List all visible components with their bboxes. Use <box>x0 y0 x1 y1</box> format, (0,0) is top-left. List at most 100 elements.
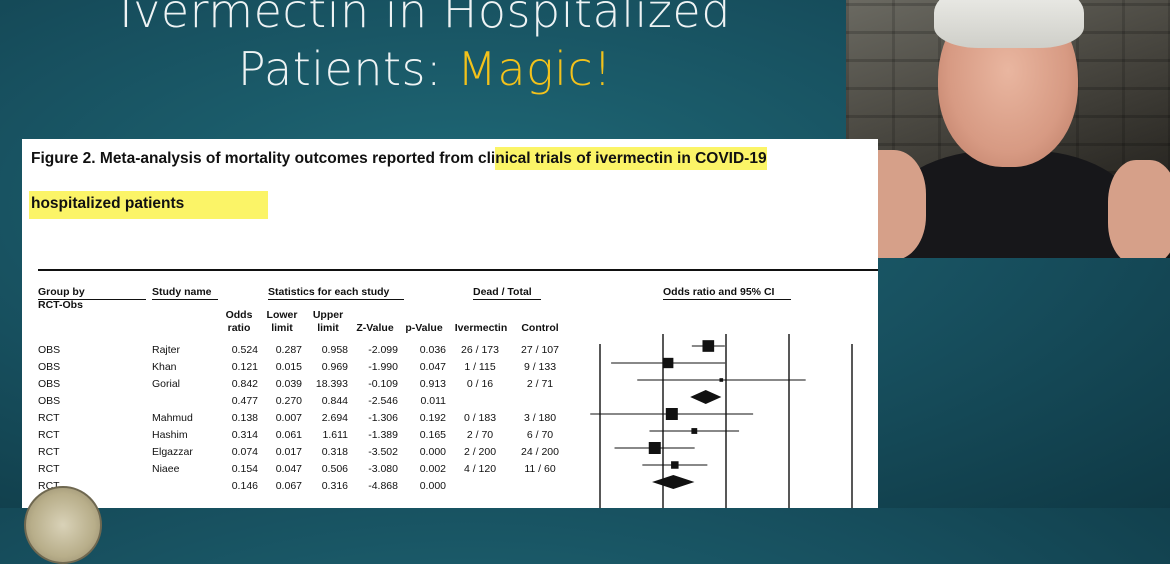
cell-lower: 0.039 <box>275 378 302 390</box>
cell-group: RCT <box>38 429 60 441</box>
figure-document: Figure 2. Meta-analysis of mortality out… <box>22 139 878 508</box>
col-upper-l2: limit <box>317 322 339 334</box>
cell-study: Mahmud <box>152 412 193 424</box>
cell-z: -2.546 <box>368 395 398 407</box>
table-row: RCT Elgazzar 0.074 0.017 0.318 -3.502 0.000 2 /… <box>22 446 622 463</box>
cell-ctl: 9 / 133 <box>523 361 557 373</box>
header-odds-ratio-ci: Odds ratio and 95% CI <box>663 286 791 300</box>
cell-ivm: 2 / 70 <box>466 429 494 441</box>
summary-diamond <box>652 475 695 489</box>
slide-title: Ivermectin in Hospitalized Patients: Mag… <box>0 0 850 98</box>
cell-upper: 2.694 <box>321 412 348 424</box>
table-row: OBS Rajter 0.524 0.287 0.958 -2.099 0.036 26 / … <box>22 344 622 361</box>
col-p-value: p-Value <box>405 322 443 334</box>
cell-upper: 0.318 <box>321 446 348 458</box>
cell-z: -0.109 <box>368 378 398 390</box>
forest-plot <box>590 334 853 508</box>
cell-upper: 0.958 <box>321 344 348 356</box>
cell-ivm: 1 / 115 <box>464 361 496 373</box>
header-study-name: Study name <box>152 286 218 300</box>
cell-z: -1.990 <box>368 361 398 373</box>
cell-ivm: 4 / 120 <box>463 463 497 475</box>
summary-diamond <box>690 390 722 404</box>
cell-ivm: 2 / 200 <box>463 446 497 458</box>
cell-lower: 0.287 <box>275 344 302 356</box>
figure-caption: Figure 2. Meta-analysis of mortality out… <box>31 147 767 170</box>
cell-upper: 0.506 <box>321 463 348 475</box>
study-point <box>663 357 674 369</box>
header-dead-total: Dead / Total <box>473 286 541 300</box>
cell-z: -1.306 <box>368 412 398 424</box>
cell-lower: 0.061 <box>275 429 302 441</box>
cell-p: 0.000 <box>419 480 446 492</box>
slide-title-line1: Ivermectin in Hospitalized <box>119 0 731 38</box>
cell-ivm: 26 / 173 <box>461 344 499 356</box>
cell-p: 0.000 <box>419 446 446 458</box>
col-z-value: Z-Value <box>356 322 394 334</box>
cell-or: 0.138 <box>231 412 258 424</box>
cell-p: 0.913 <box>419 378 446 390</box>
university-seal-logo <box>24 486 102 564</box>
col-ivermectin: Ivermectin <box>454 322 508 334</box>
cell-upper: 0.969 <box>321 361 348 373</box>
col-lower-l1: Lower <box>266 309 298 321</box>
col-odds-ratio-l1: Odds <box>225 309 253 321</box>
cell-study: Rajter <box>152 344 181 356</box>
cell-z: -3.080 <box>368 463 398 475</box>
cell-ivm: 0 / 183 <box>463 412 497 424</box>
table-row: OBS Gorial 0.842 0.039 18.393 -0.109 0.913 0 / … <box>22 378 622 395</box>
cell-upper: 1.611 <box>322 429 349 441</box>
presenter-webcam <box>846 0 1170 258</box>
cell-ctl: 3 / 180 <box>523 412 557 424</box>
cell-ivm: 0 / 16 <box>466 378 494 390</box>
col-lower-l2: limit <box>271 322 293 334</box>
cell-p: 0.192 <box>419 412 446 424</box>
presenter-body <box>886 150 1136 258</box>
cell-or: 0.314 <box>231 429 258 441</box>
cell-or: 0.154 <box>231 463 258 475</box>
cell-lower: 0.015 <box>275 361 302 373</box>
cell-group: OBS <box>38 395 61 407</box>
cell-ctl: 6 / 70 <box>526 429 554 441</box>
table-row: OBS Khan 0.121 0.015 0.969 -1.990 0.047 1 / 115… <box>22 361 622 378</box>
table-row: OBS 0.477 0.270 0.844 -2.546 0.011 <box>22 395 622 412</box>
cell-lower: 0.067 <box>275 480 302 492</box>
header-group-by: Group by <box>38 286 146 300</box>
cell-p: 0.047 <box>419 361 446 373</box>
cell-or: 0.524 <box>231 344 258 356</box>
cell-group: RCT <box>38 412 60 424</box>
cell-lower: 0.017 <box>275 446 302 458</box>
cell-lower: 0.270 <box>275 395 302 407</box>
cell-or: 0.146 <box>231 480 258 492</box>
cell-study: Khan <box>152 361 177 373</box>
cell-or: 0.842 <box>231 378 258 390</box>
presenter-hair <box>934 0 1084 48</box>
cell-or: 0.477 <box>231 395 258 407</box>
cell-p: 0.036 <box>419 344 446 356</box>
study-point <box>719 378 724 382</box>
cell-z: -4.868 <box>368 480 398 492</box>
cell-ctl: 24 / 200 <box>521 446 559 458</box>
slide-title-line2: Patients: Magic! <box>0 40 850 98</box>
cell-group: RCT <box>38 446 60 458</box>
table-row: RCT 0.146 0.067 0.316 -4.868 0.000 <box>22 480 622 497</box>
col-odds-ratio: Odds ratio <box>218 309 260 335</box>
study-point <box>702 340 715 352</box>
study-point <box>648 442 661 454</box>
slide-title-accent: Magic! <box>457 42 613 96</box>
cell-group: OBS <box>38 361 61 373</box>
col-control: Control <box>521 322 559 334</box>
cell-ctl: 27 / 107 <box>521 344 559 356</box>
col-odds-ratio-l2: ratio <box>227 322 251 334</box>
table-top-rule <box>38 269 878 271</box>
table-row: RCT Hashim 0.314 0.061 1.611 -1.389 0.165 2 / 7… <box>22 429 622 446</box>
cell-or: 0.121 <box>231 361 258 373</box>
slide-title-prefix: Patients: <box>237 42 442 96</box>
cell-study: Gorial <box>152 378 181 390</box>
study-point <box>671 461 679 469</box>
header-statistics: Statistics for each study <box>268 286 404 300</box>
cell-z: -1.389 <box>368 429 398 441</box>
cell-p: 0.165 <box>419 429 446 441</box>
cell-upper: 18.393 <box>315 378 348 390</box>
figure-caption-line2: hospitalized patients <box>29 191 269 219</box>
